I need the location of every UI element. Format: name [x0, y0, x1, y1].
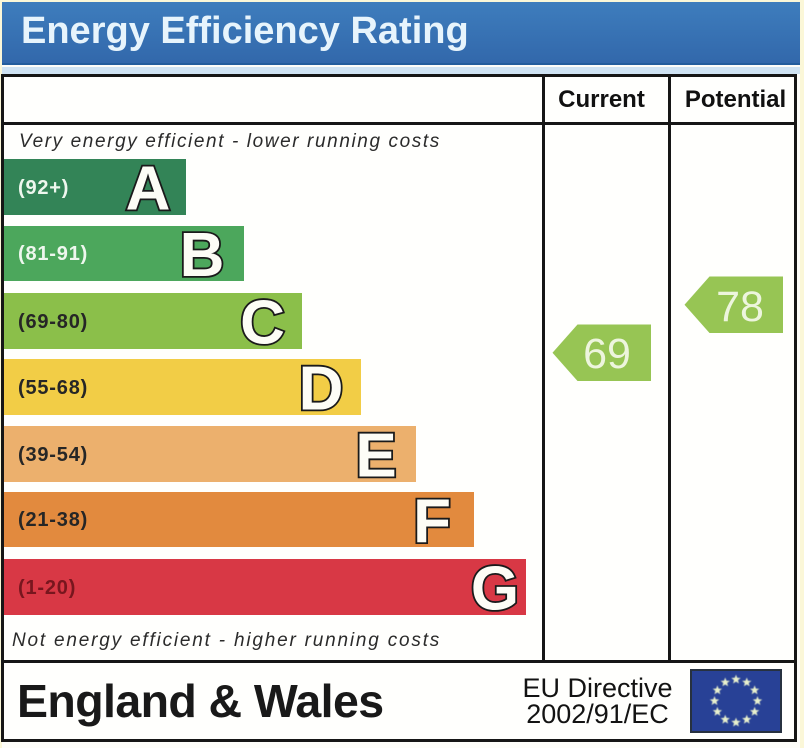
svg-text:F: F: [413, 487, 451, 556]
svg-text:B: B: [180, 221, 225, 290]
svg-text:69: 69: [583, 330, 631, 378]
svg-text:D: D: [299, 355, 344, 424]
svg-text:A: A: [126, 155, 171, 224]
svg-text:78: 78: [716, 283, 764, 331]
svg-text:E: E: [355, 422, 396, 491]
svg-text:G: G: [471, 555, 519, 624]
svg-text:C: C: [240, 289, 285, 358]
